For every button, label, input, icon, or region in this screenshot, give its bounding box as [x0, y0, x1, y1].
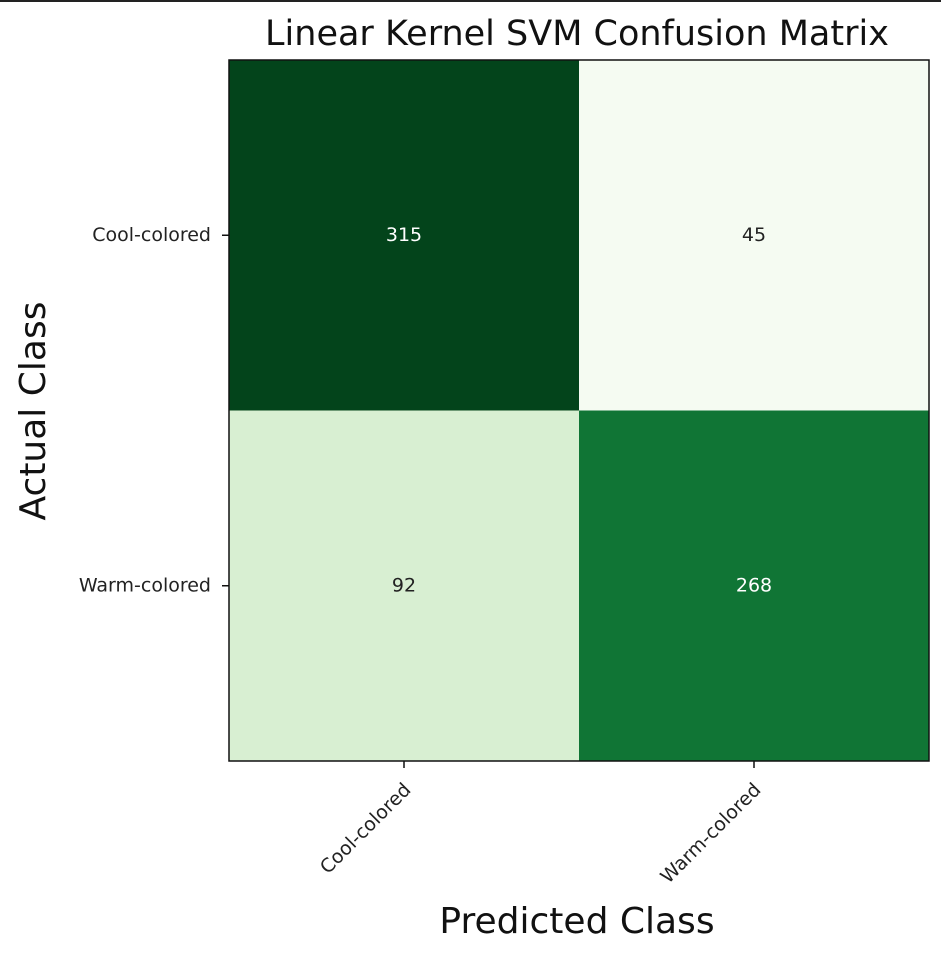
x-tick-label: Cool-colored — [316, 779, 416, 879]
plot-frame — [228, 59, 930, 762]
matrix-value-label: 92 — [392, 574, 416, 596]
x-axis-label: Predicted Class — [439, 901, 714, 942]
matrix-cell — [229, 410, 579, 761]
matrix-cell — [229, 60, 579, 411]
y-axis-ticks: Cool-colored Warm-colored — [79, 224, 229, 596]
matrix-value-label: 315 — [386, 224, 422, 246]
chart-title: Linear Kernel SVM Confusion Matrix — [265, 14, 889, 54]
x-axis-ticks: Cool-colored Warm-colored — [316, 761, 765, 888]
y-tick-label: Cool-colored — [92, 224, 211, 246]
y-tick-label: Warm-colored — [79, 574, 211, 596]
matrix-cells — [229, 60, 929, 761]
matrix-value-label: 45 — [742, 224, 766, 246]
y-axis-label: Actual Class — [13, 302, 54, 521]
matrix-cell — [579, 60, 929, 411]
matrix-value-label: 268 — [736, 574, 772, 596]
top-border-line — [0, 0, 941, 2]
matrix-cell — [579, 410, 929, 761]
x-tick-label: Warm-colored — [656, 779, 765, 888]
matrix-value-labels: 315 45 92 268 — [386, 224, 772, 597]
